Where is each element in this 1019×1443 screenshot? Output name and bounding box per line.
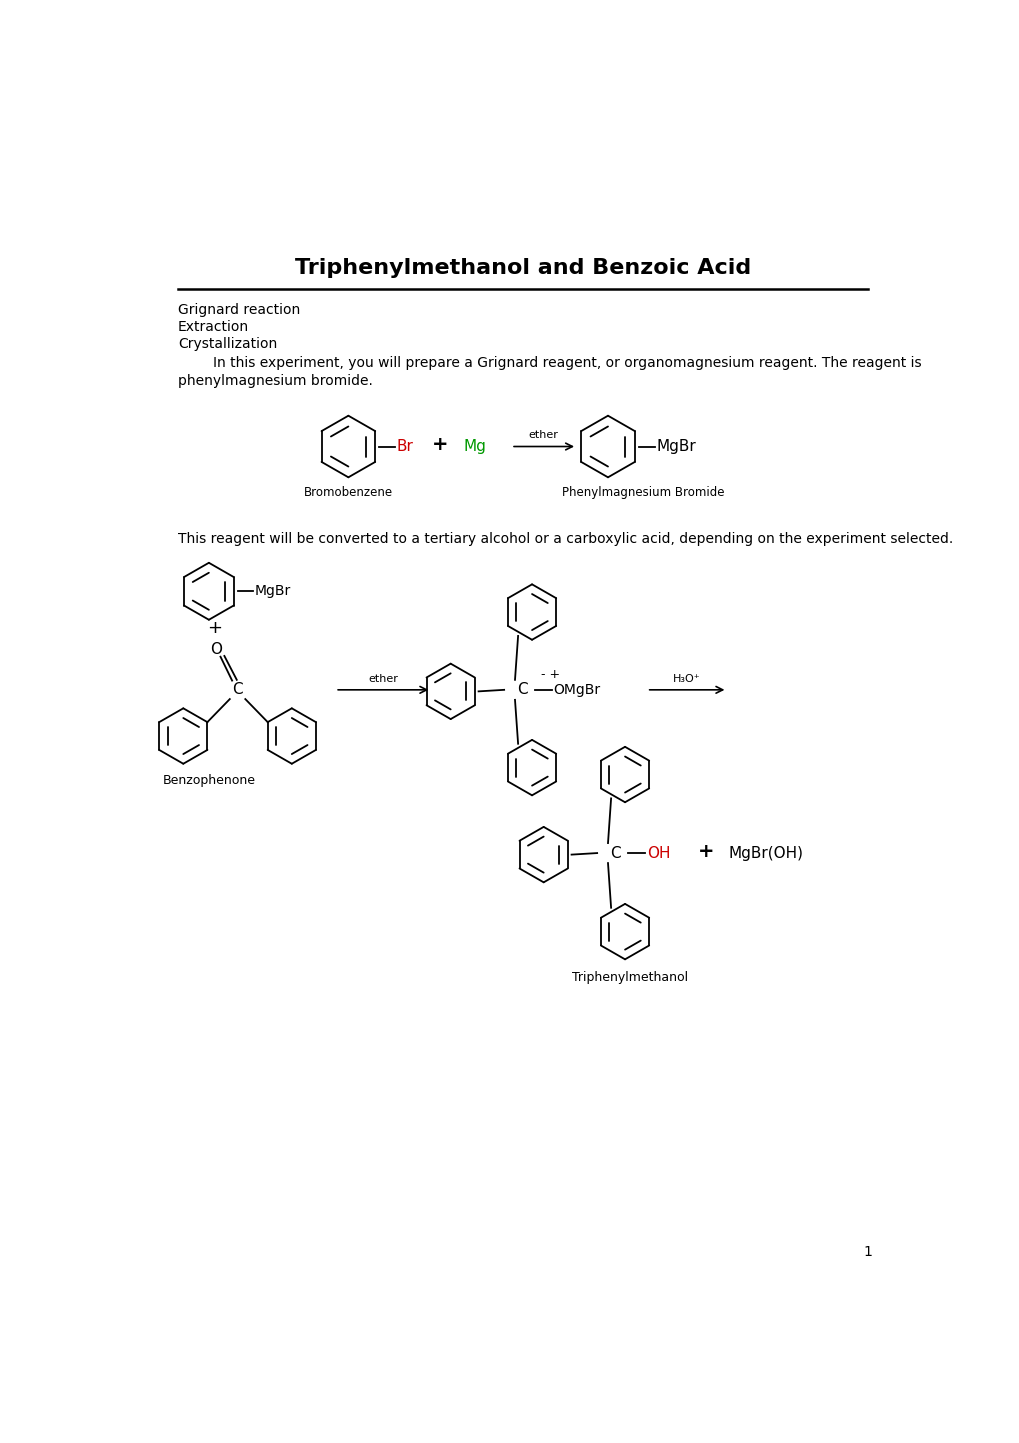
Text: MgBr: MgBr xyxy=(655,439,695,455)
Text: ether: ether xyxy=(368,674,397,684)
Text: MgBr: MgBr xyxy=(255,584,290,599)
Text: phenylmagnesium bromide.: phenylmagnesium bromide. xyxy=(177,374,372,388)
Text: ether: ether xyxy=(528,430,558,440)
Text: OMgBr: OMgBr xyxy=(553,683,600,697)
Text: Triphenylmethanol and Benzoic Acid: Triphenylmethanol and Benzoic Acid xyxy=(294,258,750,278)
Text: O: O xyxy=(210,642,222,658)
Text: Grignard reaction: Grignard reaction xyxy=(177,303,300,317)
Text: C: C xyxy=(609,846,621,860)
Text: Bromobenzene: Bromobenzene xyxy=(304,486,392,499)
Text: Benzophenone: Benzophenone xyxy=(162,775,255,788)
Text: C: C xyxy=(517,683,528,697)
Text: Extraction: Extraction xyxy=(177,320,249,335)
Text: Crystallization: Crystallization xyxy=(177,338,277,351)
Text: +: + xyxy=(697,843,713,861)
Text: In this experiment, you will prepare a Grignard reagent, or organomagnesium reag: In this experiment, you will prepare a G… xyxy=(177,355,920,369)
Text: +: + xyxy=(208,619,222,638)
Text: +: + xyxy=(431,436,447,455)
Text: Mg: Mg xyxy=(463,439,485,455)
Text: Triphenylmethanol: Triphenylmethanol xyxy=(571,971,687,984)
Text: This reagent will be converted to a tertiary alcohol or a carboxylic acid, depen: This reagent will be converted to a tert… xyxy=(177,532,952,545)
Text: Phenylmagnesium Bromide: Phenylmagnesium Bromide xyxy=(561,486,723,499)
Text: - +: - + xyxy=(540,668,559,681)
Text: MgBr(OH): MgBr(OH) xyxy=(729,846,803,860)
Text: 1: 1 xyxy=(862,1245,871,1258)
Text: C: C xyxy=(232,683,243,697)
Text: OH: OH xyxy=(646,846,669,860)
Text: H₃O⁺: H₃O⁺ xyxy=(673,674,700,684)
Text: Br: Br xyxy=(396,439,413,455)
